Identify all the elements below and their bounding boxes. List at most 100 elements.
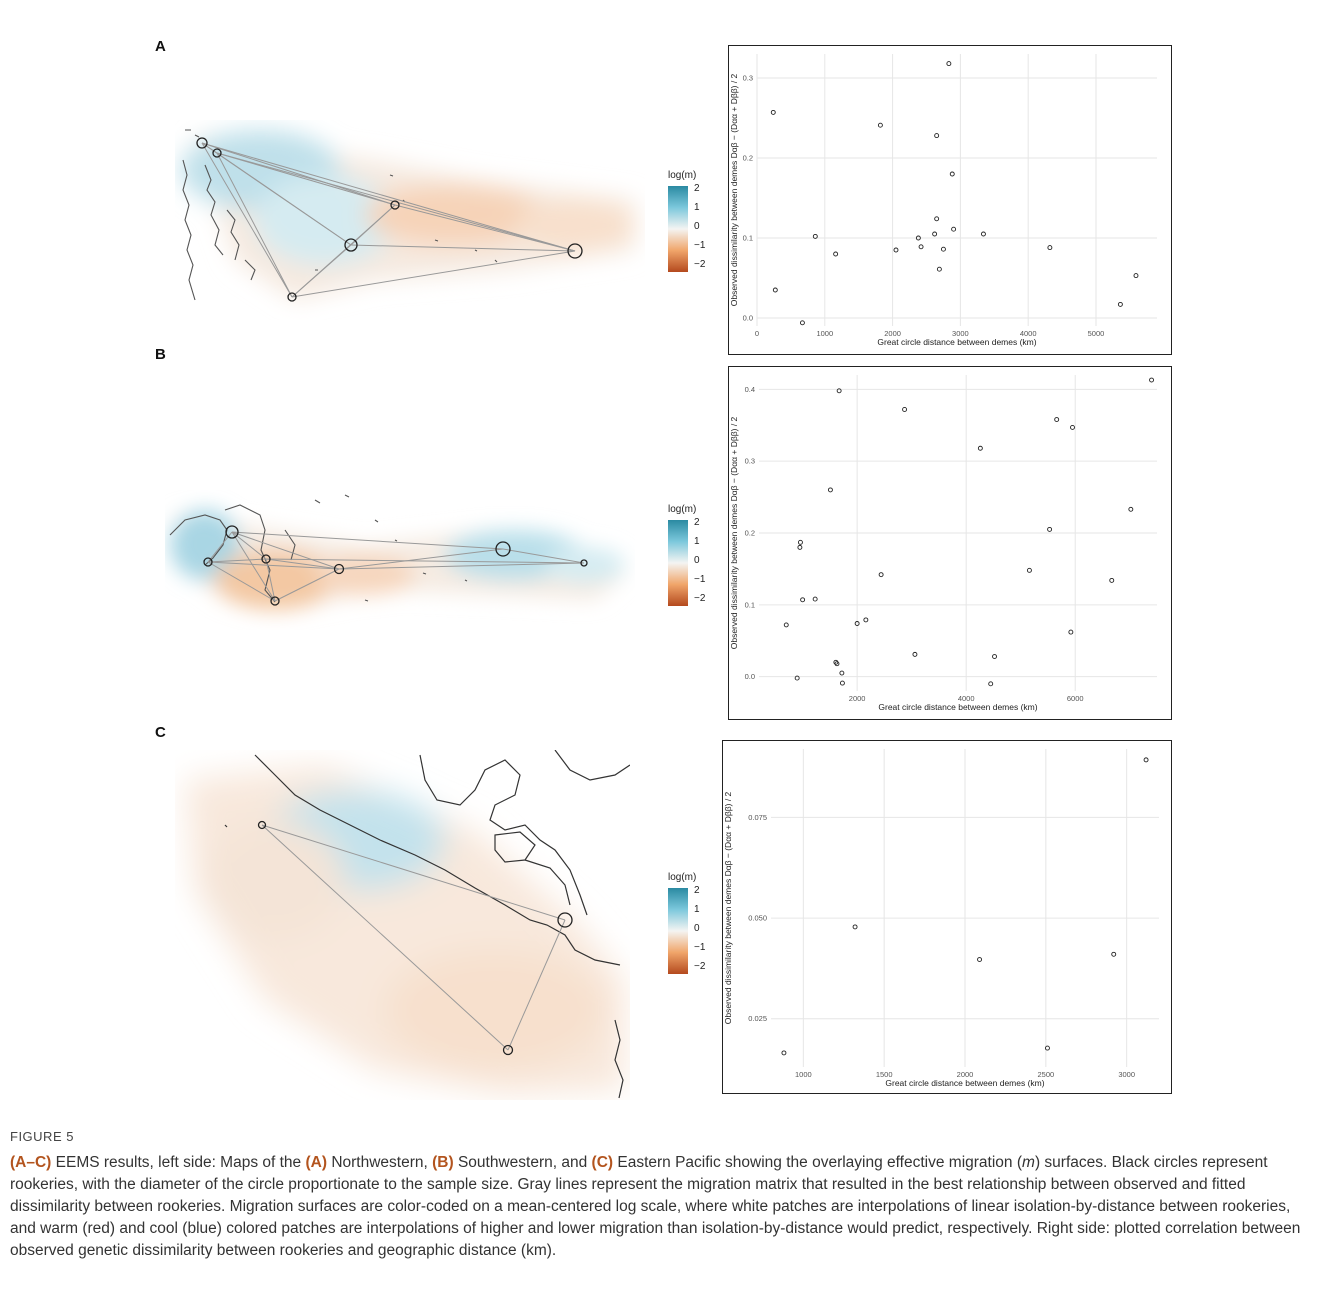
x-tick-label: 1000	[795, 1070, 812, 1079]
y-axis-label: Observed dissimilarity between demes Dαβ…	[729, 416, 739, 649]
map-southwestern-pacific	[165, 490, 635, 635]
data-point	[833, 251, 839, 257]
data-point	[951, 226, 957, 232]
legend-title: log(m)	[668, 504, 697, 515]
x-tick-label: 2000	[957, 1070, 974, 1079]
data-point	[980, 231, 986, 237]
y-tick-label: 0.3	[745, 457, 755, 466]
data-point	[949, 171, 955, 177]
data-point	[854, 621, 860, 626]
legend-tick: 2	[694, 517, 700, 528]
legend-tick: 2	[694, 183, 700, 194]
data-point	[1149, 377, 1154, 383]
data-point	[797, 539, 803, 545]
data-point	[836, 388, 842, 394]
data-point	[1143, 757, 1149, 763]
data-point	[936, 266, 942, 272]
y-tick-label: 0.3	[743, 74, 753, 83]
data-point	[977, 445, 983, 451]
data-point	[827, 487, 833, 493]
x-axis-label: Great circle distance between demes (km)	[877, 337, 1036, 347]
data-point	[1111, 951, 1117, 957]
data-point	[1133, 273, 1139, 279]
legend-log-m-a: log(m) 2 1 0 −1 −2	[668, 170, 748, 280]
caption-ref: (A–C)	[10, 1154, 52, 1171]
data-point	[877, 122, 883, 128]
data-point	[912, 651, 918, 657]
x-tick-label: 4000	[958, 694, 975, 703]
legend-tick: −1	[694, 240, 706, 251]
data-point	[812, 233, 818, 239]
data-point	[839, 680, 845, 686]
legend-tick: 2	[694, 885, 700, 896]
y-axis-label: Observed dissimilarity between demes Dαβ…	[729, 73, 739, 306]
data-point	[852, 924, 858, 930]
data-point	[934, 216, 940, 222]
data-point	[770, 109, 776, 115]
x-tick-label: 2500	[1037, 1070, 1054, 1079]
data-point	[783, 622, 789, 628]
scatter-plot-a: 0 1000 2000 3000 4000 5000 0.0 0.1 0.2 0.3 Great c…	[728, 45, 1172, 355]
legend-log-m-b: log(m) 2 1 0 −1 −2	[668, 504, 748, 614]
migration-surface	[180, 130, 635, 300]
data-point	[799, 320, 805, 326]
migration-lines	[201, 142, 576, 298]
migration-surface	[170, 510, 625, 610]
y-tick-label: 0.4	[745, 385, 755, 394]
legend-tick: 0	[694, 221, 700, 232]
legend-tick: −2	[694, 961, 706, 972]
x-tick-label: 0	[755, 329, 759, 338]
x-axis-label: Great circle distance between demes (km)	[878, 702, 1037, 712]
legend-color-bar	[668, 186, 688, 272]
map-northwestern-pacific	[175, 120, 645, 325]
data-point	[812, 596, 818, 602]
legend-tick: −1	[694, 574, 706, 585]
data-point	[1068, 629, 1074, 635]
legend-tick: 0	[694, 555, 700, 566]
data-point	[1026, 567, 1032, 573]
legend-tick: −2	[694, 593, 706, 604]
legend-tick: 1	[694, 904, 700, 915]
y-tick-label: 0.2	[743, 154, 753, 163]
migration-lines	[207, 531, 585, 602]
data-point	[1054, 417, 1060, 422]
rookery-circles	[196, 137, 583, 302]
y-tick-label: 0.025	[748, 1014, 767, 1023]
data-point	[932, 231, 938, 237]
data-point	[934, 133, 940, 139]
data-point	[794, 675, 800, 681]
y-tick-label: 0.0	[745, 672, 755, 681]
rookery-circles	[203, 525, 588, 606]
caption-ref: (C)	[591, 1154, 614, 1171]
data-point	[940, 246, 946, 252]
legend-log-m-c: log(m) 2 1 0 −1 −2	[668, 872, 748, 982]
y-tick-label: 0.050	[748, 914, 767, 923]
legend-color-bar	[668, 520, 688, 606]
legend-tick: 0	[694, 923, 700, 934]
legend-title: log(m)	[668, 872, 697, 883]
x-tick-label: 1500	[876, 1070, 893, 1079]
scatter-plot-c: 1000 1500 2000 2500 3000 0.025 0.050 0.075 Great…	[722, 740, 1172, 1094]
x-tick-label: 1000	[816, 329, 833, 338]
data-point	[988, 681, 994, 687]
legend-title: log(m)	[668, 170, 697, 181]
data-point	[1047, 526, 1053, 532]
x-tick-label: 6000	[1067, 694, 1084, 703]
caption-ref: (A)	[305, 1154, 328, 1171]
figure-label: FIGURE 5	[10, 1129, 74, 1144]
y-tick-label: 0.2	[745, 529, 755, 538]
data-point	[797, 544, 803, 550]
rookery-circles	[257, 820, 573, 1056]
data-point	[1045, 1045, 1050, 1051]
migration-surface	[185, 765, 625, 1095]
data-point	[1128, 506, 1134, 512]
x-tick-label: 5000	[1088, 329, 1105, 338]
data-point	[878, 572, 884, 578]
y-tick-label: 0.1	[743, 234, 753, 243]
panel-letter-a: A	[155, 38, 166, 55]
panel-letter-b: B	[155, 346, 166, 363]
data-point	[1047, 245, 1053, 251]
legend-tick: −1	[694, 942, 706, 953]
data-point	[772, 287, 778, 293]
data-point	[1070, 424, 1075, 430]
